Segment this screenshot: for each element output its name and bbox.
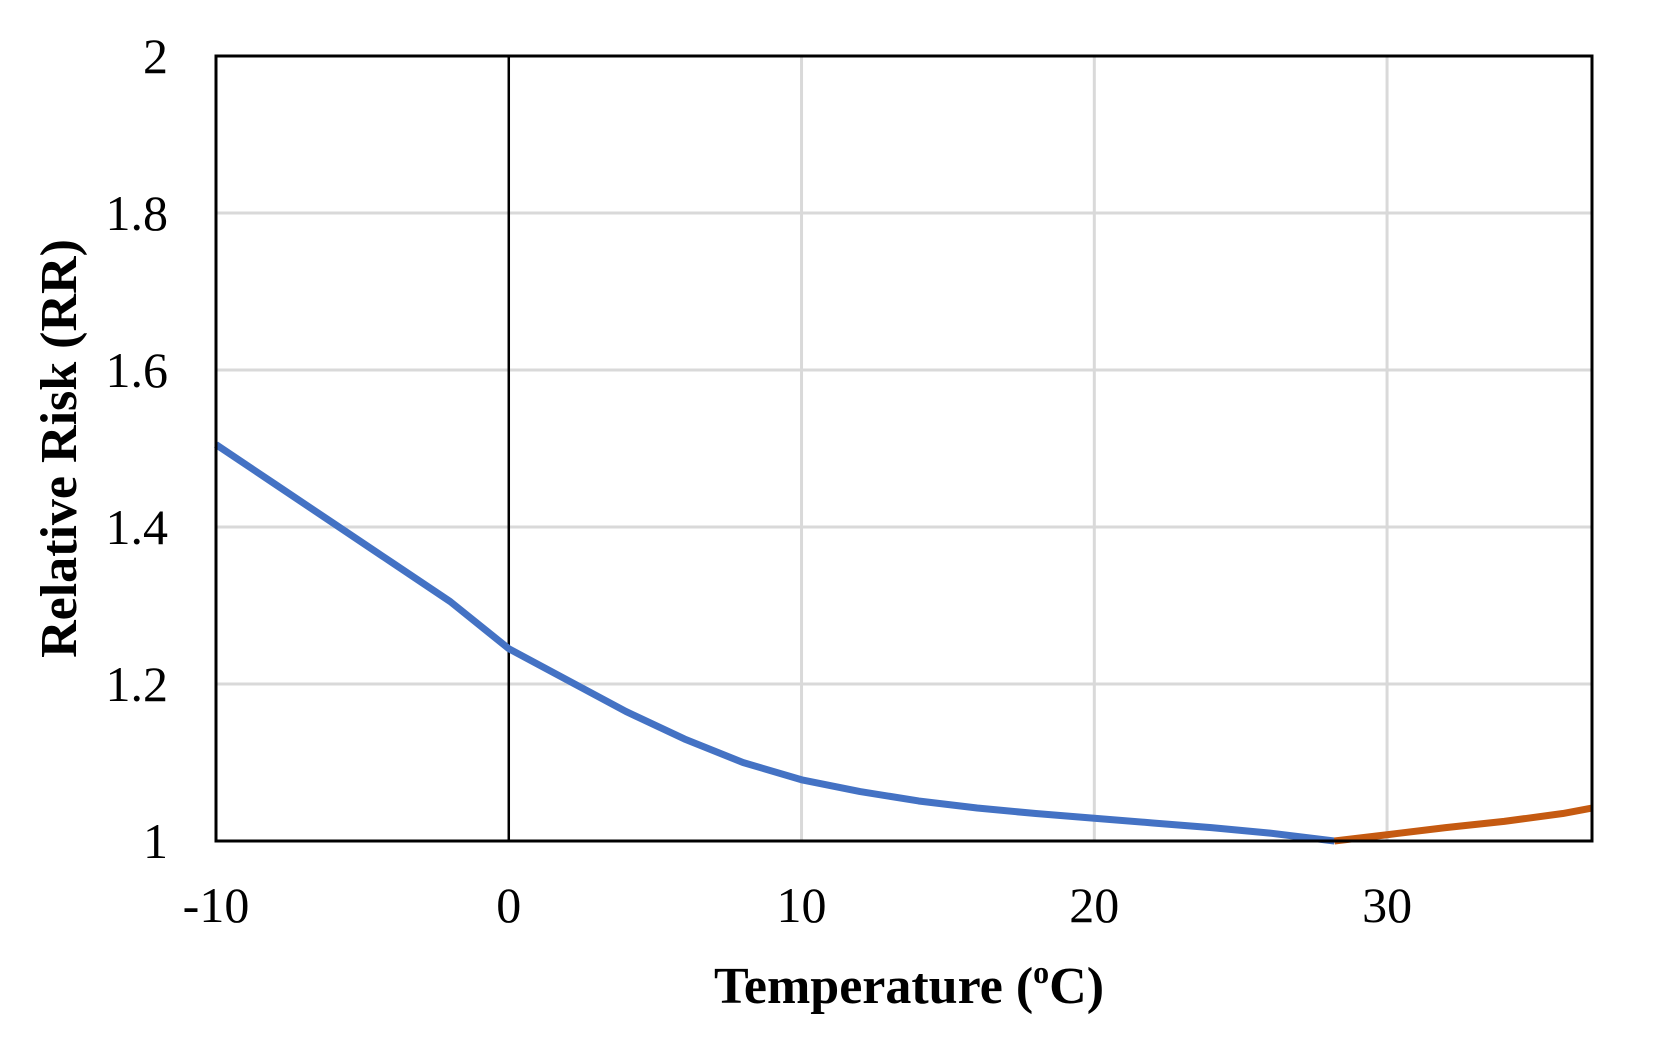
x-axis-title-main: Temperature ( <box>714 958 1033 1015</box>
x-axis-title-suffix: C) <box>1049 958 1104 1015</box>
y-tick-label: 2 <box>143 28 168 84</box>
x-axis-title: Temperature (oC) <box>714 954 1104 1015</box>
x-tick-label: 10 <box>777 877 827 933</box>
x-axis-title-superscript: o <box>1033 954 1049 990</box>
x-tick-label: 0 <box>496 877 521 933</box>
x-tick-label: 20 <box>1069 877 1119 933</box>
y-tick-label: 1 <box>143 813 168 869</box>
plot-area-frame <box>214 54 1594 843</box>
x-tick-label: 30 <box>1362 877 1412 933</box>
x-axis-tick-labels: -10 0 10 20 30 <box>183 877 1412 933</box>
series-line-cold <box>214 441 1335 845</box>
y-tick-label: 1.2 <box>106 656 169 712</box>
y-axis-title: Relative Risk (RR) <box>31 239 88 658</box>
grid-lines <box>216 56 1592 841</box>
y-tick-label: 1.8 <box>106 185 169 241</box>
series-lines <box>214 441 1593 845</box>
y-tick-label: 1.4 <box>106 499 169 555</box>
y-tick-label: 1.6 <box>106 342 169 398</box>
x-tick-label: -10 <box>183 877 250 933</box>
y-axis-tick-labels: 1 1.2 1.4 1.6 1.8 2 <box>106 28 169 869</box>
series-line-heat <box>1333 804 1593 845</box>
